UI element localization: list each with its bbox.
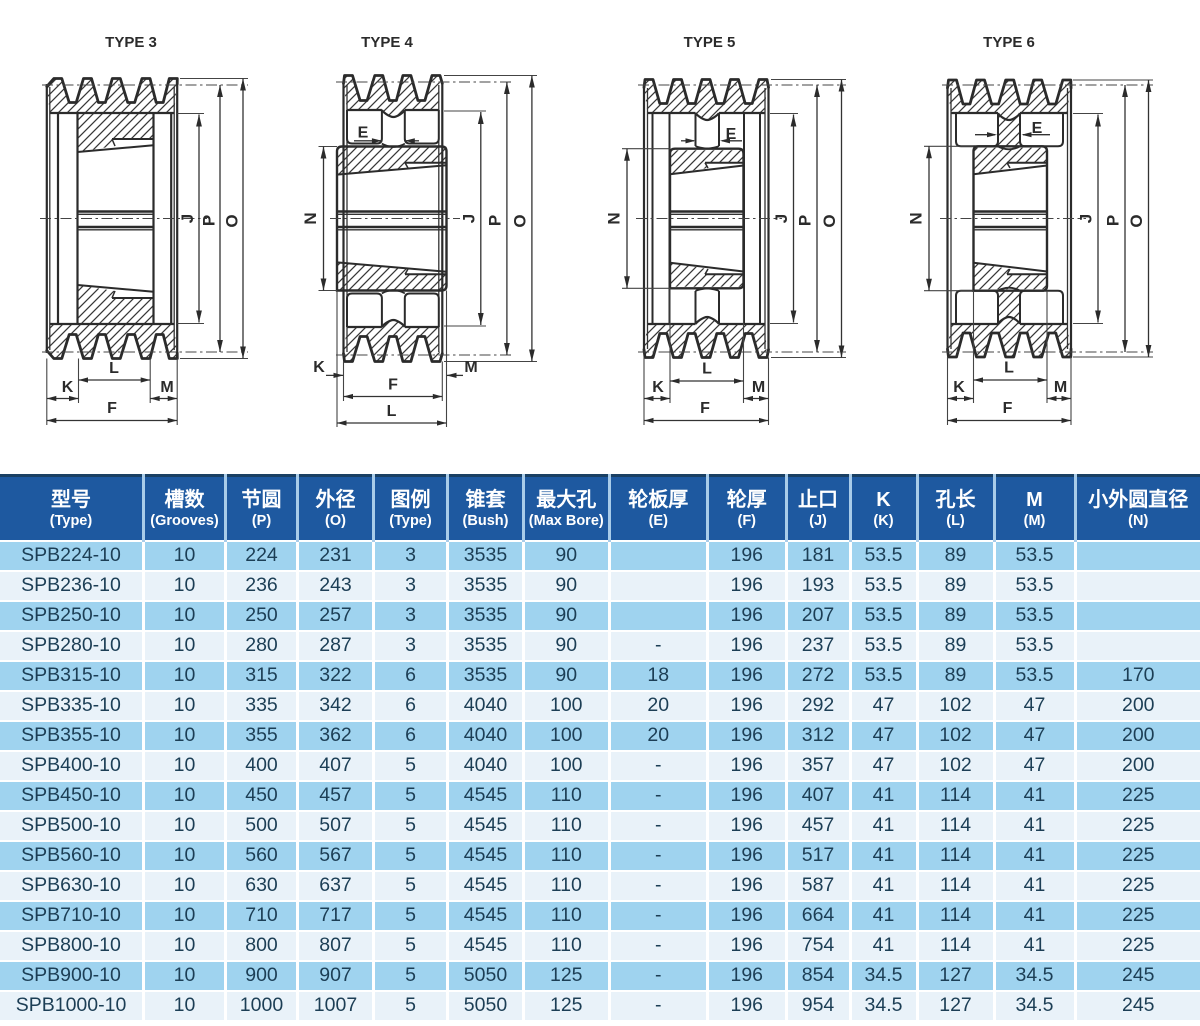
svg-text:M: M: [160, 379, 173, 396]
svg-text:K: K: [62, 379, 74, 396]
svg-text:J: J: [178, 214, 197, 223]
svg-text:L: L: [109, 360, 119, 377]
svg-text:P: P: [486, 215, 505, 226]
svg-text:O: O: [511, 214, 530, 227]
svg-text:O: O: [1127, 214, 1146, 227]
svg-text:L: L: [387, 403, 397, 420]
svg-text:P: P: [1104, 215, 1123, 226]
svg-text:L: L: [1004, 360, 1014, 377]
svg-text:J: J: [772, 214, 791, 223]
svg-text:J: J: [1077, 214, 1096, 223]
svg-text:F: F: [700, 400, 710, 417]
svg-text:J: J: [460, 214, 479, 223]
svg-text:M: M: [464, 359, 477, 376]
svg-text:F: F: [107, 400, 117, 417]
svg-text:M: M: [752, 379, 765, 396]
svg-text:E: E: [1032, 120, 1043, 137]
svg-text:TYPE 4: TYPE 4: [361, 34, 413, 51]
svg-text:N: N: [605, 212, 624, 224]
svg-text:K: K: [652, 379, 664, 396]
svg-text:L: L: [702, 361, 712, 378]
svg-text:K: K: [953, 379, 965, 396]
svg-text:F: F: [388, 377, 398, 394]
svg-text:O: O: [223, 214, 242, 227]
svg-text:TYPE 5: TYPE 5: [684, 34, 736, 51]
svg-text:P: P: [200, 215, 219, 226]
svg-text:O: O: [820, 214, 839, 227]
svg-text:E: E: [726, 126, 737, 143]
svg-text:TYPE 6: TYPE 6: [983, 34, 1035, 51]
svg-text:E: E: [358, 125, 369, 142]
svg-text:N: N: [907, 212, 926, 224]
svg-text:F: F: [1003, 400, 1013, 417]
svg-text:K: K: [313, 359, 325, 376]
svg-text:TYPE 3: TYPE 3: [105, 34, 157, 51]
svg-text:P: P: [796, 215, 815, 226]
svg-text:N: N: [301, 212, 320, 224]
svg-text:M: M: [1054, 379, 1067, 396]
